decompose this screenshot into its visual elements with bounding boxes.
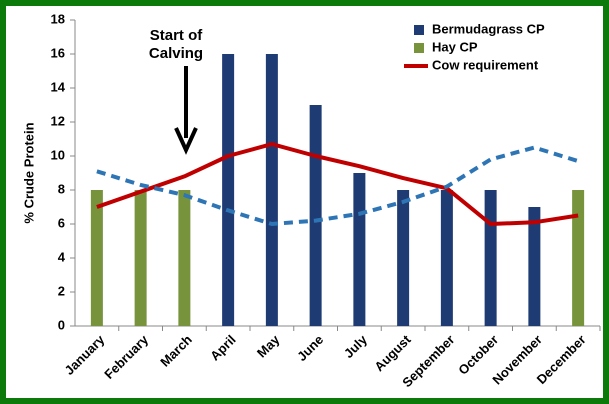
bar (309, 105, 322, 326)
dashed-line (96, 145, 579, 226)
bar (265, 54, 278, 326)
annotation: Start of (150, 27, 204, 44)
legend-label: Cow requirement (432, 57, 539, 72)
legend-label: Hay CP (432, 39, 478, 54)
y-tick-label: 18 (51, 11, 65, 26)
bar (440, 190, 453, 326)
y-tick-label: 6 (58, 215, 65, 230)
bar (353, 173, 366, 326)
bar (484, 190, 497, 326)
bar (222, 54, 235, 326)
bar (528, 207, 541, 326)
y-tick-label: 16 (51, 45, 65, 60)
legend-label: Bermudagrass CP (432, 21, 545, 36)
y-tick-label: 12 (51, 113, 65, 128)
bar (90, 190, 103, 326)
y-axis-label: % Crude Protein (21, 122, 36, 223)
y-tick-label: 2 (58, 283, 65, 298)
bar (134, 190, 147, 326)
y-tick-label: 8 (58, 181, 65, 196)
line (96, 142, 579, 226)
bar (178, 190, 191, 326)
legend-swatch (414, 43, 424, 53)
bar (572, 190, 585, 326)
y-tick-label: 10 (51, 147, 65, 162)
annotation-arrowhead (174, 127, 198, 155)
y-tick-label: 14 (51, 79, 66, 94)
bar (397, 190, 410, 326)
annotation: Calving (149, 45, 203, 62)
y-tick-label: 4 (58, 249, 66, 264)
legend-swatch (414, 25, 424, 35)
y-tick-label: 0 (58, 317, 65, 332)
